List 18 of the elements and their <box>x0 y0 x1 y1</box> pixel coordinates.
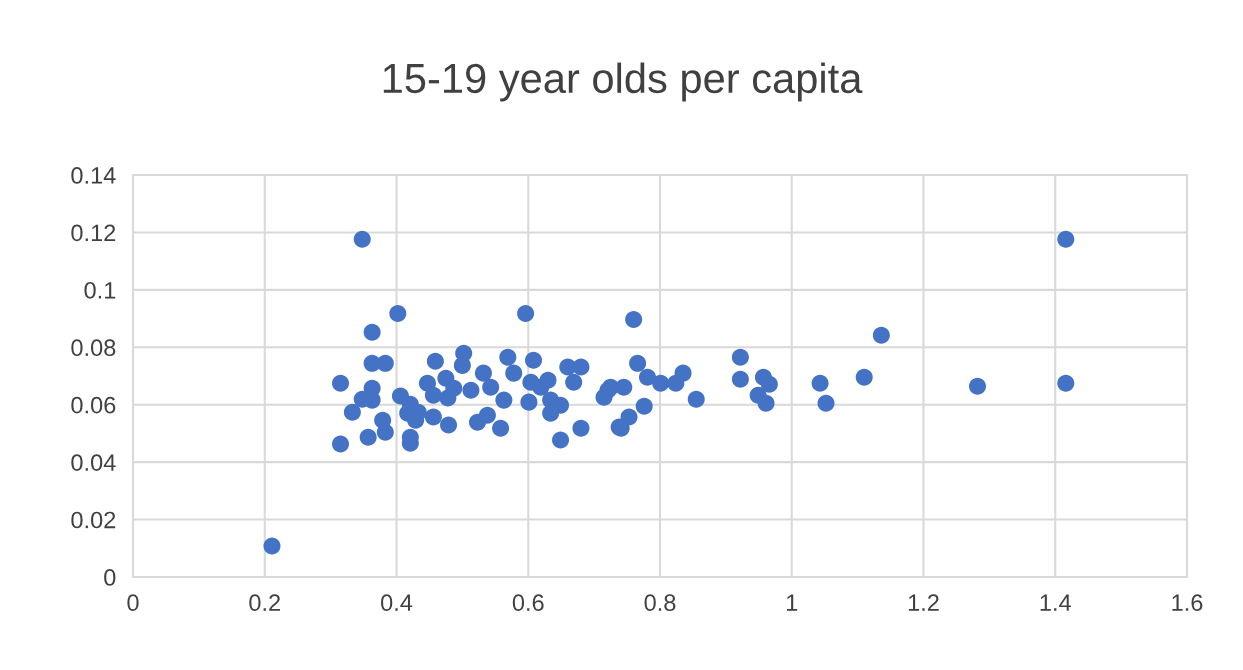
x-tick-label: 0 <box>127 594 139 612</box>
x-tick-label: 1.6 <box>1172 594 1203 612</box>
x-tick-label: 0.4 <box>381 594 413 612</box>
y-tick-label: 0.08 <box>71 339 116 357</box>
y-tick-label: 0.14 <box>71 167 116 184</box>
y-tick-label: 0.06 <box>71 396 116 414</box>
y-tick-label: 0 <box>104 569 116 586</box>
x-tick-label: 0.6 <box>512 594 544 612</box>
y-tick-label: 0.02 <box>71 511 116 529</box>
x-tick-label: 1.2 <box>908 594 939 611</box>
y-tick-label: 0.04 <box>71 454 116 471</box>
y-tick-label: 0.12 <box>71 224 116 242</box>
y-tick-label: 0.1 <box>84 281 116 299</box>
x-tick-label: 1.4 <box>1040 594 1071 611</box>
x-tick-label: 0.8 <box>644 594 676 612</box>
chart-title: 15-19 year olds per capita <box>383 62 863 102</box>
x-tick-label: 1 <box>786 594 798 611</box>
x-tick-label: 0.2 <box>249 594 280 612</box>
